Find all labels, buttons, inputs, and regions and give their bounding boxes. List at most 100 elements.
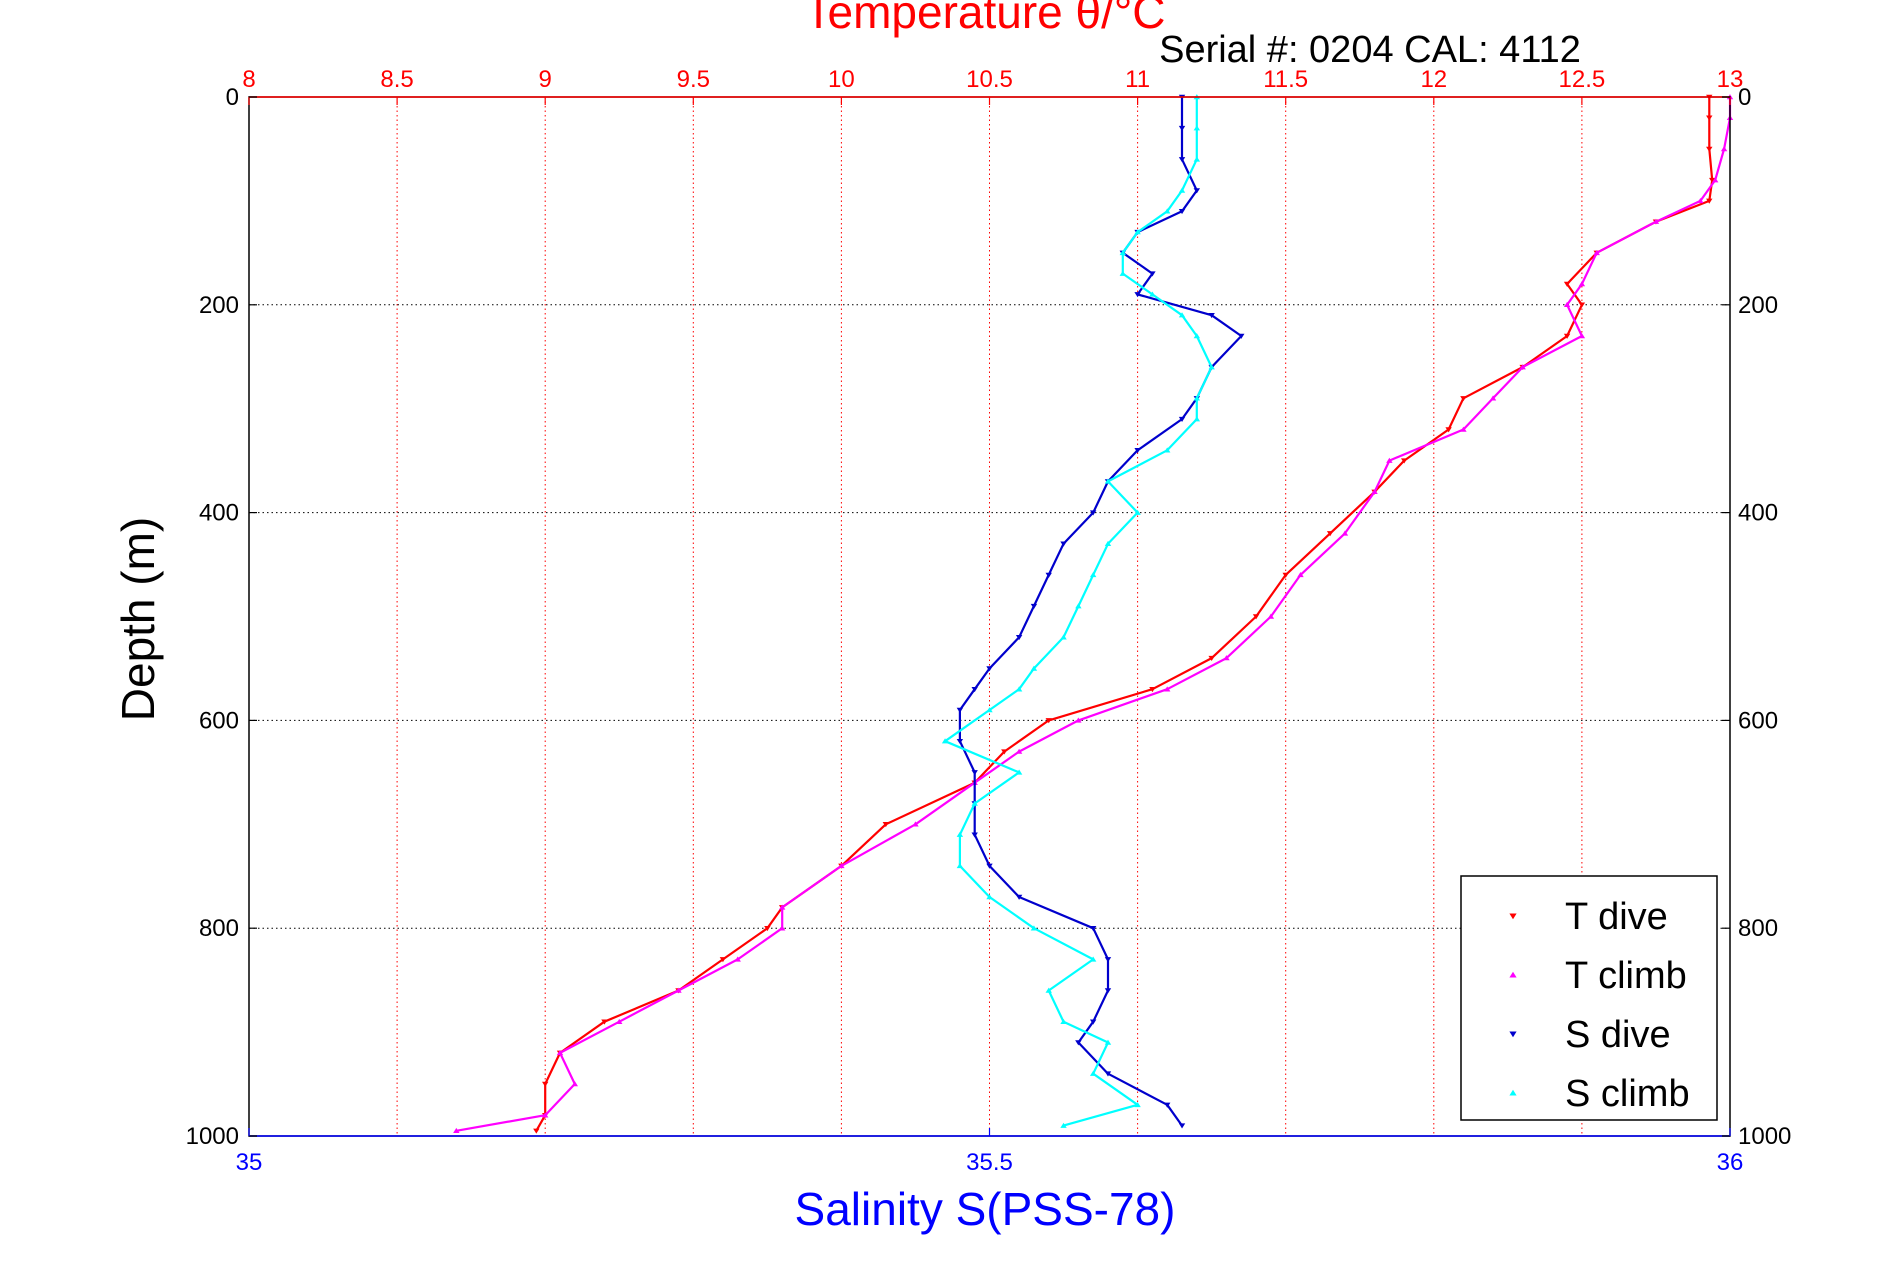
data-point	[1119, 270, 1126, 276]
data-point	[1089, 956, 1097, 962]
data-point	[1178, 157, 1186, 163]
legend-marker	[1509, 1089, 1517, 1096]
tick-label-temperature: 13	[1717, 66, 1744, 93]
data-point	[1075, 1040, 1082, 1046]
data-point	[1104, 988, 1112, 994]
data-point	[1460, 426, 1467, 432]
data-point	[1134, 292, 1141, 298]
data-point	[1089, 510, 1097, 516]
data-point	[1697, 198, 1704, 204]
data-point	[1045, 572, 1052, 578]
tick-label-depth-left: 800	[199, 915, 239, 942]
data-point	[778, 925, 786, 931]
data-point	[1119, 249, 1126, 256]
data-point	[1089, 1070, 1097, 1076]
series-trace	[943, 97, 1213, 1127]
series-t-climb	[453, 94, 1734, 1134]
data-point	[1193, 333, 1201, 339]
data-point	[1193, 125, 1201, 131]
tick-label-depth-left: 0	[226, 84, 239, 111]
legend-marker	[1509, 913, 1517, 920]
data-point	[1045, 987, 1052, 993]
data-point	[542, 1112, 549, 1118]
data-point	[1164, 447, 1171, 453]
data-point	[601, 1019, 608, 1025]
data-point	[956, 738, 964, 745]
data-point	[1030, 665, 1038, 671]
data-point	[1178, 416, 1186, 422]
data-point	[1060, 634, 1067, 640]
data-point	[1652, 218, 1660, 224]
tick-label-depth-left: 600	[199, 707, 239, 734]
data-point	[1015, 894, 1023, 900]
tick-label-depth-right: 800	[1738, 915, 1778, 942]
data-point	[571, 1081, 579, 1087]
data-point	[1015, 748, 1023, 754]
data-point	[1060, 1122, 1067, 1128]
data-point	[1178, 312, 1186, 318]
series-trace	[958, 97, 1243, 1127]
data-point	[1223, 655, 1230, 661]
data-point	[1089, 572, 1097, 578]
data-point	[453, 1127, 460, 1134]
data-point	[1706, 198, 1713, 204]
y-axis-label: Depth (m)	[112, 517, 164, 721]
data-point	[734, 956, 741, 962]
data-point	[1578, 302, 1586, 308]
tick-label-temperature: 9.5	[677, 66, 710, 93]
data-point	[1282, 572, 1289, 578]
data-point	[1267, 613, 1275, 619]
data-point	[1015, 635, 1023, 641]
data-point	[1089, 925, 1097, 932]
x-axis-label-bottom: Salinity S(PSS-78)	[795, 1183, 1176, 1235]
tick-label-temperature: 10.5	[966, 66, 1013, 93]
data-point	[1164, 208, 1171, 214]
data-point	[1134, 229, 1141, 235]
series-s-climb	[941, 94, 1215, 1128]
data-point	[1164, 686, 1171, 692]
data-point	[986, 707, 993, 713]
data-point	[1489, 395, 1497, 401]
data-point	[882, 822, 890, 828]
data-point	[616, 1018, 623, 1024]
data-point	[986, 894, 993, 900]
data-point	[764, 925, 771, 932]
data-point	[1208, 364, 1215, 370]
tick-label-temperature: 12.5	[1559, 66, 1606, 93]
tick-label-salinity: 35	[236, 1149, 263, 1176]
data-point	[1252, 614, 1260, 620]
data-point	[1149, 686, 1156, 693]
tick-label-depth-right: 600	[1738, 707, 1778, 734]
data-point	[533, 1128, 540, 1134]
tick-label-temperature: 11	[1125, 66, 1150, 93]
data-point	[971, 832, 978, 838]
data-point	[1134, 1101, 1141, 1108]
data-point	[1164, 1102, 1171, 1108]
data-point	[1060, 1018, 1067, 1024]
data-point	[1104, 1039, 1112, 1045]
series-layer	[453, 94, 1734, 1134]
data-point	[1045, 718, 1052, 724]
data-point	[838, 862, 845, 869]
data-point	[1578, 281, 1586, 287]
data-point	[1326, 531, 1334, 537]
data-point	[956, 707, 964, 713]
data-point	[956, 862, 964, 869]
data-point	[1178, 1123, 1186, 1129]
tick-label-temperature: 8	[242, 66, 255, 93]
tick-label-depth-right: 200	[1738, 292, 1778, 319]
data-point	[971, 800, 978, 806]
data-point	[1104, 540, 1112, 547]
tick-label-depth-left: 200	[199, 292, 239, 319]
data-point	[1001, 749, 1008, 755]
tick-label-depth-left: 1000	[186, 1123, 239, 1150]
data-point	[1134, 509, 1141, 515]
tick-label-temperature: 11.5	[1263, 66, 1308, 93]
data-point	[1178, 209, 1186, 215]
data-point	[1075, 603, 1082, 609]
data-point	[1563, 281, 1571, 287]
data-point	[912, 821, 919, 827]
legend-marker	[1509, 971, 1517, 978]
chart-subtitle: Serial #: 0204 CAL: 4112	[1159, 29, 1581, 71]
legend: T dive T climb S dive S climb	[1460, 875, 1718, 1121]
